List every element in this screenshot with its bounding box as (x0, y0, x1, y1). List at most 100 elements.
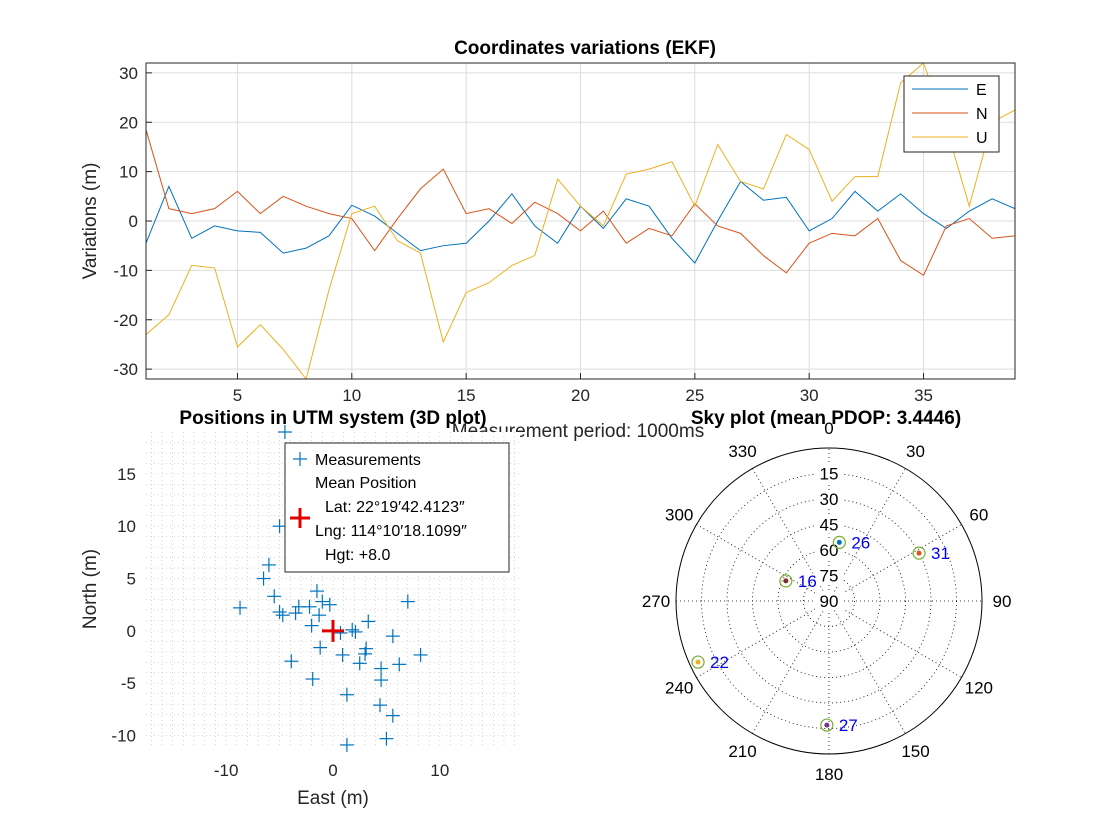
measurement-marker (413, 647, 428, 662)
azimuth-label: 30 (906, 442, 925, 461)
series-line-n (146, 129, 1015, 277)
satellite-ring (832, 535, 846, 550)
satellite-prn-label: 31 (931, 544, 950, 563)
measurement-marker (277, 425, 292, 439)
elevation-label: 90 (820, 592, 839, 611)
measurement-marker (348, 624, 363, 639)
measurement-marker (385, 629, 400, 644)
legend-label-u: U (976, 130, 988, 147)
measurement-marker (373, 698, 388, 713)
legend-lng: Lng: 114°10′18.1099″ (315, 523, 467, 540)
satellite-marker-26: 26 (832, 533, 870, 552)
sky-plot-labels: 0 30 60 90 120 150 180 210 240 270 300 330 15 30 45 60 7… (642, 419, 1012, 784)
sky-plot-title: Sky plot (mean PDOP: 3.4446) (691, 408, 961, 429)
measurement-marker (345, 622, 360, 637)
measurement-marker (361, 614, 376, 629)
y-tick-label: 10 (119, 163, 138, 182)
satellite-marker-22: 22 (691, 653, 729, 672)
measurement-marker (288, 606, 303, 621)
satellite-prn-label: 26 (851, 533, 870, 552)
measurement-marker (305, 672, 320, 687)
satellite-dot (836, 539, 842, 545)
elevation-label: 60 (820, 541, 839, 560)
elevation-ring (803, 575, 855, 627)
azimuth-label: 210 (728, 742, 756, 761)
elevation-label-bg (815, 541, 843, 559)
azimuth-label: 270 (642, 592, 670, 611)
legend-label-n: N (976, 106, 988, 123)
x-tick-label: 35 (914, 386, 933, 405)
y-tick-label: 20 (119, 113, 138, 132)
azimuth-label: 120 (965, 679, 993, 698)
satellite-ring (691, 655, 705, 669)
y-tick-label: 10 (117, 517, 136, 536)
azimuth-label: 240 (665, 679, 693, 698)
x-tick-label: 25 (685, 386, 704, 405)
measurement-marker (392, 657, 407, 672)
satellite-marker-31: 31 (912, 544, 950, 563)
azimuth-label: 180 (815, 765, 843, 784)
measurement-marker (333, 625, 348, 640)
legend-lat: Lat: 22°19′42.4123″ (325, 499, 465, 516)
measurement-marker (267, 589, 282, 604)
scatter-legend-box (284, 442, 510, 573)
measurement-marker (304, 618, 319, 633)
line-chart-grid (146, 63, 1015, 379)
line-chart-legend: ENU (903, 75, 1000, 153)
elevation-label: 30 (820, 490, 839, 509)
azimuth-label: 330 (728, 442, 756, 461)
measurement-marker (335, 647, 350, 662)
x-tick-label: -10 (214, 761, 239, 780)
measurement-marker (339, 737, 354, 752)
x-tick-label: 30 (800, 386, 819, 405)
x-tick-label: 10 (342, 386, 361, 405)
satellite-marker-16: 16 (779, 572, 817, 591)
legend-mean-title: Mean Position (315, 475, 416, 492)
scatter-chart-title: Positions in UTM system (3D plot) (179, 408, 486, 429)
sky-plot-satellites: 26 31 16 22 27 (691, 533, 950, 735)
satellite-prn-label: 27 (839, 716, 858, 735)
sky-plot: 0 30 60 90 120 150 180 210 240 270 300 330 15 30 45 60 7… (642, 408, 1012, 784)
measurement-marker (309, 584, 324, 599)
satellite-prn-label: 22 (710, 653, 729, 672)
y-tick-label: 0 (129, 212, 138, 231)
measurement-marker (272, 519, 287, 534)
measurement-marker (312, 608, 327, 623)
scatter-chart-xlabel: East (m) (297, 788, 369, 809)
scatter-chart-tick-labels: -10 0 10 -10 -5 0 5 10 15 (111, 465, 449, 780)
line-chart-series (146, 63, 1015, 379)
line-chart-tick-labels: 5 10 15 20 25 30 35 -30 -20 -10 0 10 20 30 (113, 64, 933, 405)
satellite-prn-label: 16 (798, 572, 817, 591)
azimuth-label: 150 (901, 742, 929, 761)
measurement-marker (322, 597, 337, 612)
measurement-marker (359, 641, 374, 656)
measurement-marker (352, 656, 367, 671)
y-tick-label: -30 (113, 360, 138, 379)
measurement-marker (313, 640, 328, 655)
satellite-dot (824, 722, 830, 728)
measurement-marker (233, 600, 248, 615)
y-tick-label: -5 (121, 674, 136, 693)
measurement-marker (284, 654, 299, 669)
measurement-marker (261, 557, 276, 572)
measurement-marker (315, 594, 330, 609)
legend-measurements-label: Measurements (315, 452, 421, 469)
x-tick-label: 0 (328, 761, 337, 780)
azimuth-label: 60 (969, 506, 988, 525)
scatter-chart-legend: Measurements Mean Position Lat: 22°19′42… (284, 442, 510, 573)
legend-label-e: E (976, 82, 987, 99)
y-tick-label: -20 (113, 311, 138, 330)
measurement-marker (302, 599, 317, 614)
y-tick-label: -10 (113, 261, 138, 280)
measurement-marker (272, 605, 287, 620)
series-line-u (146, 63, 1015, 379)
line-chart: 5 10 15 20 25 30 35 -30 -20 -10 0 10 20 30 Coordinate… (80, 38, 1016, 442)
measurement-marker (256, 571, 271, 586)
elevation-label: 45 (820, 516, 839, 535)
satellite-dot (783, 578, 789, 584)
mean-position-marker (322, 619, 344, 642)
satellite-ring (779, 574, 793, 588)
elevation-ring (726, 498, 932, 704)
elevation-label-bg (815, 566, 843, 585)
